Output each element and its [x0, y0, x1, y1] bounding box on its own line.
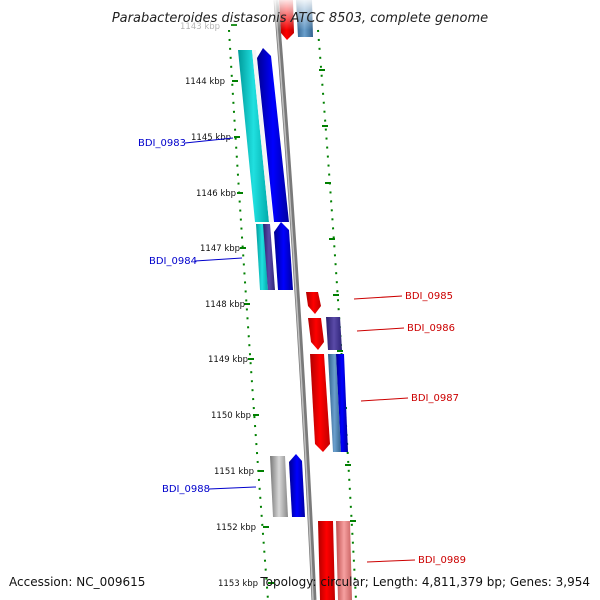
tick-label-1153: 1153 kbp: [218, 579, 258, 589]
gene-feature-bdi0986-purple[interactable]: [326, 317, 342, 350]
gene-feature-bdi0985[interactable]: [306, 292, 321, 314]
map-title: Parabacteroides distasonis ATCC 8503, co…: [112, 11, 488, 26]
gene-feature-bdi0987-blue[interactable]: [336, 354, 348, 452]
right-track-dots: [317, 29, 357, 600]
gene-feature-bdi0988-blue[interactable]: [289, 454, 305, 517]
gene-feature-bdi0984-blue[interactable]: [274, 222, 293, 290]
right-ruler-ticks: [319, 69, 356, 522]
tick-label-1147: 1147 kbp: [200, 244, 240, 254]
tick-label-1145: 1145 kbp: [191, 133, 231, 143]
accession-text: Accession: NC_009615: [9, 575, 145, 589]
tick-label-1144: 1144 kbp: [185, 77, 225, 87]
gene-feature-bdi0986-red[interactable]: [308, 318, 324, 350]
gene-feature-bdi0987-steel[interactable]: [328, 354, 341, 452]
gene-feature-bdi0989-red[interactable]: [318, 521, 335, 600]
ruler-tick-labels: 1143 kbp 1144 kbp 1145 kbp 1146 kbp 1147…: [180, 22, 258, 589]
gene-label-bdi0985[interactable]: BDI_0985: [405, 291, 453, 302]
tick-label-1150: 1150 kbp: [211, 411, 251, 421]
topology-text: Topology: circular; Length: 4,811,379 bp…: [259, 575, 590, 589]
gene-feature-bdi0987-red[interactable]: [310, 354, 330, 452]
gene-label-bdi0983[interactable]: BDI_0983: [138, 138, 186, 149]
gene-feature-bdi0984-purple[interactable]: [263, 224, 275, 290]
tick-label-1149: 1149 kbp: [208, 355, 248, 365]
gene-label-bdi0989[interactable]: BDI_0989: [418, 555, 466, 566]
tick-label-1151: 1151 kbp: [214, 467, 254, 477]
gene-feature-bdi0983-white[interactable]: [252, 50, 273, 222]
gene-feature-bdi0988-gray[interactable]: [270, 456, 288, 517]
gene-label-bdi0987[interactable]: BDI_0987: [411, 393, 459, 404]
genome-backbone-highlight: [274, 0, 314, 600]
tick-label-1148: 1148 kbp: [205, 300, 245, 310]
gene-label-bdi0984[interactable]: BDI_0984: [149, 256, 197, 267]
tick-label-1146: 1146 kbp: [196, 189, 236, 199]
genome-backbone: [273, 0, 317, 600]
title-fade: [0, 0, 600, 30]
gene-feature-bdi0989-pink[interactable]: [336, 521, 352, 600]
label-leader-lines: [184, 137, 416, 563]
gene-feature-bdi0983-blue[interactable]: [257, 48, 289, 222]
gene-label-bdi0988[interactable]: BDI_0988: [162, 484, 210, 495]
gene-feature-bdi0983-cyan[interactable]: [238, 50, 269, 222]
tick-label-1152: 1152 kbp: [216, 523, 256, 533]
gene-label-bdi0986[interactable]: BDI_0986: [407, 323, 455, 334]
